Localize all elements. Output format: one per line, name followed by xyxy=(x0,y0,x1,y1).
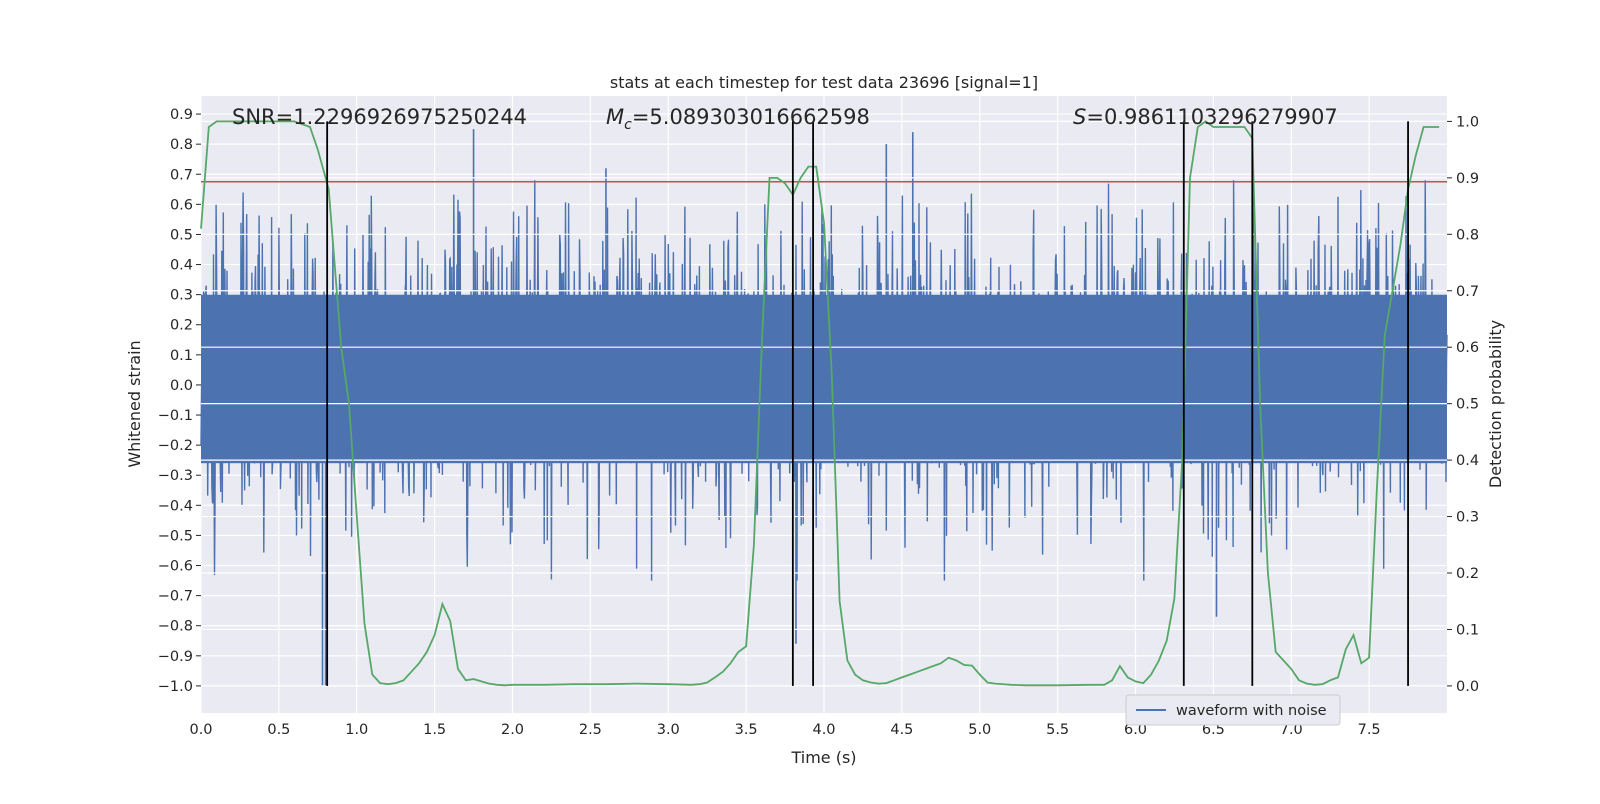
y-tick-label-right: 0.0 xyxy=(1456,679,1479,695)
y-ticks-left: 0.9 0.8 0.7 0.6 0.5 0.4 0.3 0.2 0.1 0.0 −0.1 −0.2 −0… xyxy=(158,107,201,695)
probability-series xyxy=(200,120,1440,687)
y-tick-label-right: 0.9 xyxy=(1456,171,1479,187)
y-tick-label-right: 1.0 xyxy=(1456,114,1479,130)
snr-annotation: SNR=1.2296926975250244 xyxy=(232,105,527,129)
mc-symbol: M xyxy=(606,105,624,129)
y-tick-label-left: −0.2 xyxy=(158,438,193,454)
x-tick-label: 5.5 xyxy=(1046,722,1069,738)
y-tick-label-left: −0.3 xyxy=(158,468,193,484)
probability-line xyxy=(200,120,1440,687)
x-tick-label: 3.5 xyxy=(735,722,758,738)
y-ticks-right: 1.0 0.9 0.8 0.7 0.6 0.5 0.4 0.3 0.2 0.1 0.0 xyxy=(1447,114,1479,695)
chirp-mass-annotation: Mc=5.089303016662598 xyxy=(606,105,870,133)
y-axis-label-left: Whitened strain xyxy=(125,340,144,467)
x-tick-label: 7.0 xyxy=(1280,722,1303,738)
y-tick-label-right: 0.8 xyxy=(1456,227,1479,243)
s-annotation: S=0.9861103296279907 xyxy=(1073,105,1338,129)
x-tick-label: 7.5 xyxy=(1358,722,1381,738)
x-tick-label: 0.5 xyxy=(267,722,290,738)
x-ticks: 0.0 0.5 1.0 1.5 2.0 2.5 3.0 3.5 4.0 4.5 5.0 5.5 6.0 6… xyxy=(189,722,1380,738)
s-symbol: S xyxy=(1073,105,1086,129)
x-tick-label: 3.0 xyxy=(657,722,680,738)
x-tick-label: 2.0 xyxy=(501,722,524,738)
y-tick-label-left: 0.9 xyxy=(170,107,193,123)
x-tick-label: 0.0 xyxy=(189,722,212,738)
x-tick-label: 5.0 xyxy=(968,722,991,738)
y-axis-label-right: Detection probability xyxy=(1486,320,1505,488)
y-tick-label-right: 0.1 xyxy=(1456,622,1479,638)
waveform-series xyxy=(200,129,1448,686)
x-tick-label: 2.5 xyxy=(579,722,602,738)
mc-value: =5.089303016662598 xyxy=(632,105,870,129)
x-tick-label: 4.0 xyxy=(812,722,835,738)
s-value: =0.9861103296279907 xyxy=(1086,105,1337,129)
y-tick-label-left: −0.7 xyxy=(158,589,193,605)
y-tick-label-left: 0.6 xyxy=(170,197,193,213)
y-tick-label-left: 0.1 xyxy=(170,348,193,364)
y-tick-label-left: 0.2 xyxy=(170,318,193,334)
x-tick-label: 6.0 xyxy=(1124,722,1147,738)
y-tick-label-right: 0.6 xyxy=(1456,340,1479,356)
right-axis-grid xyxy=(201,120,1447,687)
event-markers xyxy=(326,121,1409,686)
x-tick-label: 4.5 xyxy=(890,722,913,738)
legend-box xyxy=(1125,694,1341,726)
y-tick-label-left: 0.0 xyxy=(170,378,193,394)
y-tick-label-right: 0.5 xyxy=(1456,397,1479,413)
y-tick-label-left: 0.5 xyxy=(170,227,193,243)
y-tick-label-left: 0.4 xyxy=(170,258,193,274)
legend: waveform with noise xyxy=(1125,694,1341,726)
y-tick-label-left: 0.3 xyxy=(170,288,193,304)
y-tick-label-right: 0.3 xyxy=(1456,510,1479,526)
y-tick-label-right: 0.2 xyxy=(1456,566,1479,582)
y-tick-label-left: 0.7 xyxy=(170,167,193,183)
y-tick-label-left: −0.1 xyxy=(158,408,193,424)
chart-title: stats at each timestep for test data 236… xyxy=(610,73,1038,92)
waveform-core xyxy=(201,294,1447,464)
y-tick-label-left: −1.0 xyxy=(158,679,193,695)
x-tick-label: 6.5 xyxy=(1202,722,1225,738)
y-tick-label-left: −0.4 xyxy=(158,498,193,514)
y-tick-label-left: −0.8 xyxy=(158,619,193,635)
y-tick-label-right: 0.4 xyxy=(1456,453,1479,469)
y-tick-label-left: 0.8 xyxy=(170,137,193,153)
y-tick-label-left: −0.5 xyxy=(158,528,193,544)
y-tick-label-left: −0.9 xyxy=(158,649,193,665)
y-tick-label-left: −0.6 xyxy=(158,559,193,575)
legend-label: waveform with noise xyxy=(1176,703,1327,719)
mc-subscript: c xyxy=(624,117,632,133)
y-tick-label-right: 0.7 xyxy=(1456,284,1479,300)
x-tick-label: 1.5 xyxy=(423,722,446,738)
x-axis-label: Time (s) xyxy=(790,748,856,767)
x-tick-label: 1.0 xyxy=(345,722,368,738)
